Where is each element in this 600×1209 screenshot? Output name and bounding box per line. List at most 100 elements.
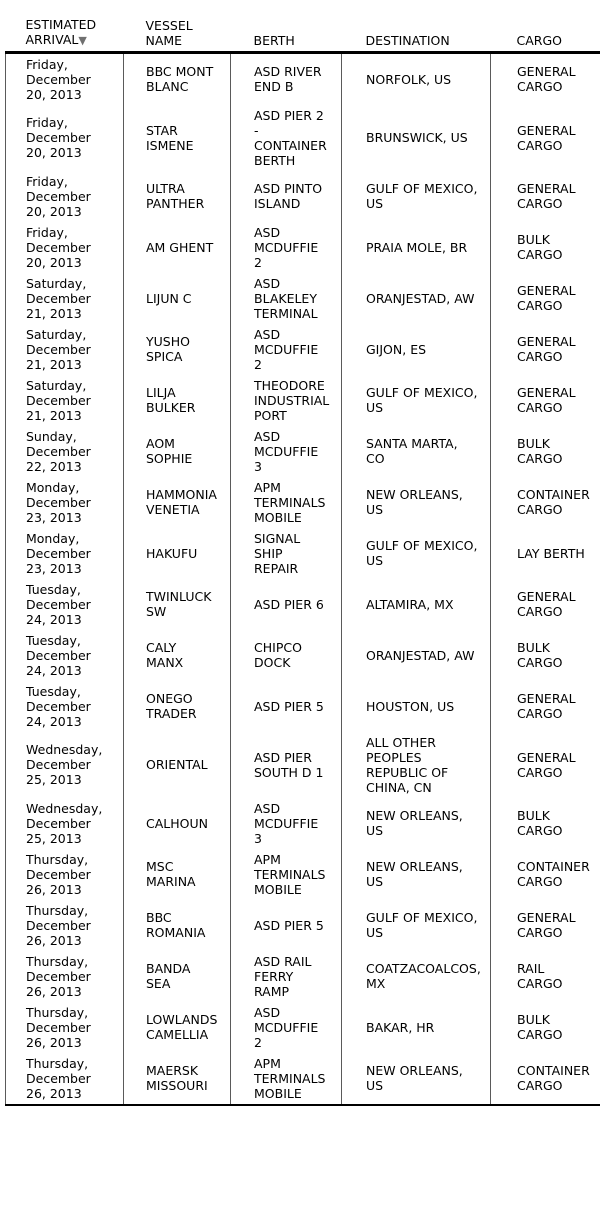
vessel-schedule: ESTIMATED ARRIVAL▼ VESSEL NAME BERTH DES…	[5, 0, 600, 1106]
arrival-cell: Tuesday, December 24, 2013	[5, 680, 124, 732]
destination-cell: GULF OF MEXICO, US	[341, 527, 491, 579]
arrival-cell: Saturday, December 21, 2013	[5, 272, 124, 324]
cargo-cell: GENERAL CARGO	[490, 52, 600, 105]
vessel-row: Friday, December 20, 2013 AM GHENT ASD M…	[5, 221, 600, 273]
arrival-cell: Saturday, December 21, 2013	[5, 374, 124, 426]
column-header-label: CARGO	[516, 32, 563, 48]
column-header-label: ESTIMATED ARRIVAL	[25, 16, 97, 47]
berth-cell: APM TERMINALS MOBILE	[230, 476, 342, 528]
cargo-cell: CONTAINER CARGO	[490, 476, 600, 528]
berth-cell: THEODORE INDUSTRIAL PORT	[230, 374, 342, 426]
column-header-label: DESTINATION	[365, 32, 450, 48]
destination-cell: GULF OF MEXICO, US	[341, 170, 491, 222]
destination-cell: SANTA MARTA, CO	[341, 425, 491, 477]
vessel-row: Wednesday, December 25, 2013 ORIENTAL AS…	[5, 731, 600, 798]
arrival-cell: Monday, December 23, 2013	[5, 476, 124, 528]
vessel-row: Saturday, December 21, 2013 YUSHO SPICA …	[5, 323, 600, 375]
vessel-row: Tuesday, December 24, 2013 ONEGO TRADER …	[5, 680, 600, 732]
berth-cell: CHIPCO DOCK	[230, 629, 342, 681]
arrival-cell: Thursday, December 26, 2013	[5, 1052, 124, 1105]
cargo-cell: BULK CARGO	[490, 425, 600, 477]
vessel-cell: AM GHENT	[123, 221, 231, 273]
berth-cell: ASD PIER 5	[230, 680, 342, 732]
vessel-cell: CALY MANX	[123, 629, 231, 681]
cargo-cell: GENERAL CARGO	[490, 323, 600, 375]
vessel-cell: MAERSK MISSOURI	[123, 1052, 231, 1105]
vessel-row: Wednesday, December 25, 2013 CALHOUN ASD…	[5, 797, 600, 849]
column-header-label: BERTH	[253, 32, 295, 48]
column-header-cargo[interactable]: CARGO	[490, 0, 600, 54]
destination-cell: NORFOLK, US	[341, 52, 491, 105]
vessel-row: Thursday, December 26, 2013 BANDA SEA AS…	[5, 950, 600, 1002]
destination-cell: NEW ORLEANS, US	[341, 1052, 491, 1105]
cargo-cell: CONTAINER CARGO	[490, 848, 600, 900]
cargo-cell: BULK CARGO	[490, 797, 600, 849]
column-header-vessel-name[interactable]: VESSEL NAME	[123, 0, 231, 54]
vessel-row: Friday, December 20, 2013 BBC MONT BLANC…	[5, 52, 600, 105]
table-body: Friday, December 20, 2013 BBC MONT BLANC…	[5, 52, 600, 1105]
vessel-cell: ORIENTAL	[123, 731, 231, 798]
arrival-cell: Thursday, December 26, 2013	[5, 848, 124, 900]
berth-cell: ASD BLAKELEY TERMINAL	[230, 272, 342, 324]
berth-cell: ASD RAIL FERRY RAMP	[230, 950, 342, 1002]
vessel-cell: STAR ISMENE	[123, 104, 231, 171]
arrival-cell: Friday, December 20, 2013	[5, 104, 124, 171]
cargo-cell: GENERAL CARGO	[490, 272, 600, 324]
berth-cell: ASD PIER SOUTH D 1	[230, 731, 342, 798]
destination-cell: GULF OF MEXICO, US	[341, 374, 491, 426]
cargo-cell: BULK CARGO	[490, 1001, 600, 1053]
destination-cell: NEW ORLEANS, US	[341, 476, 491, 528]
arrival-cell: Thursday, December 26, 2013	[5, 950, 124, 1002]
destination-cell: ALL OTHER PEOPLES REPUBLIC OF CHINA, CN	[341, 731, 491, 798]
cargo-cell: RAIL CARGO	[490, 950, 600, 1002]
arrival-cell: Friday, December 20, 2013	[5, 170, 124, 222]
vessel-row: Tuesday, December 24, 2013 CALY MANX CHI…	[5, 629, 600, 681]
vessel-cell: ULTRA PANTHER	[123, 170, 231, 222]
cargo-cell: GENERAL CARGO	[490, 578, 600, 630]
cargo-cell: GENERAL CARGO	[490, 374, 600, 426]
vessel-cell: HAKUFU	[123, 527, 231, 579]
column-header-estimated-arrival[interactable]: ESTIMATED ARRIVAL▼	[5, 0, 124, 54]
cargo-cell: LAY BERTH	[490, 527, 600, 579]
destination-cell: BAKAR, HR	[341, 1001, 491, 1053]
arrival-cell: Friday, December 20, 2013	[5, 52, 124, 105]
vessel-cell: BBC MONT BLANC	[123, 52, 231, 105]
berth-cell: APM TERMINALS MOBILE	[230, 1052, 342, 1105]
vessel-row: Saturday, December 21, 2013 LILJA BULKER…	[5, 374, 600, 426]
vessel-cell: BANDA SEA	[123, 950, 231, 1002]
destination-cell: ORANJESTAD, AW	[341, 272, 491, 324]
berth-cell: ASD RIVER END B	[230, 52, 342, 105]
destination-cell: BRUNSWICK, US	[341, 104, 491, 171]
cargo-cell: GENERAL CARGO	[490, 731, 600, 798]
destination-cell: NEW ORLEANS, US	[341, 797, 491, 849]
berth-cell: ASD PINTO ISLAND	[230, 170, 342, 222]
vessel-cell: BBC ROMANIA	[123, 899, 231, 951]
cargo-cell: BULK CARGO	[490, 221, 600, 273]
column-header-destination[interactable]: DESTINATION	[341, 0, 491, 54]
cargo-cell: CONTAINER CARGO	[490, 1052, 600, 1105]
arrival-cell: Thursday, December 26, 2013	[5, 899, 124, 951]
column-header-berth[interactable]: BERTH	[230, 0, 342, 54]
vessel-cell: ONEGO TRADER	[123, 680, 231, 732]
cargo-cell: GENERAL CARGO	[490, 104, 600, 171]
vessel-cell: CALHOUN	[123, 797, 231, 849]
vessel-row: Thursday, December 26, 2013 MAERSK MISSO…	[5, 1052, 600, 1105]
destination-cell: COATZACOALCOS, MX	[341, 950, 491, 1002]
vessel-row: Friday, December 20, 2013 ULTRA PANTHER …	[5, 170, 600, 222]
vessel-cell: AOM SOPHIE	[123, 425, 231, 477]
vessel-schedule-table: ESTIMATED ARRIVAL▼ VESSEL NAME BERTH DES…	[5, 0, 600, 1106]
arrival-cell: Monday, December 23, 2013	[5, 527, 124, 579]
berth-cell: APM TERMINALS MOBILE	[230, 848, 342, 900]
vessel-cell: MSC MARINA	[123, 848, 231, 900]
vessel-cell: HAMMONIA VENETIA	[123, 476, 231, 528]
berth-cell: ASD MCDUFFIE 3	[230, 425, 342, 477]
berth-cell: ASD PIER 5	[230, 899, 342, 951]
destination-cell: NEW ORLEANS, US	[341, 848, 491, 900]
vessel-cell: TWINLUCK SW	[123, 578, 231, 630]
vessel-cell: LILJA BULKER	[123, 374, 231, 426]
cargo-cell: BULK CARGO	[490, 629, 600, 681]
berth-cell: ASD PIER 6	[230, 578, 342, 630]
vessel-row: Thursday, December 26, 2013 BBC ROMANIA …	[5, 899, 600, 951]
vessel-row: Monday, December 23, 2013 HAMMONIA VENET…	[5, 476, 600, 528]
berth-cell: ASD PIER 2 - CONTAINER BERTH	[230, 104, 342, 171]
